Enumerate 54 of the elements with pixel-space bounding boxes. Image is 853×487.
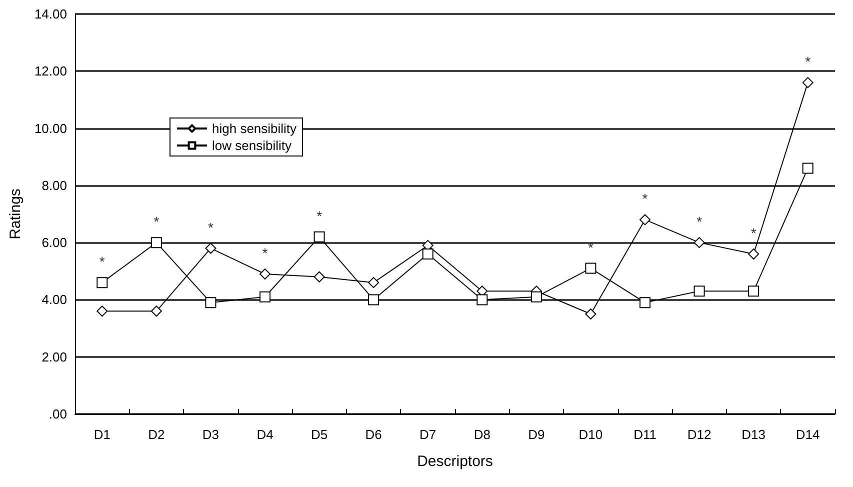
point xyxy=(260,268,270,280)
x-tick-label: D9 xyxy=(528,427,545,442)
legend-label: high sensibility xyxy=(212,121,298,136)
x-tick-label: D1 xyxy=(94,427,110,442)
point xyxy=(748,248,760,260)
annotation: * xyxy=(805,54,812,70)
annotation: * xyxy=(588,239,594,256)
x-tick-label: D12 xyxy=(687,427,712,442)
point xyxy=(96,277,108,288)
legend-label: low sensibility xyxy=(212,138,292,153)
point xyxy=(368,294,380,306)
x-tick-label: D4 xyxy=(256,427,274,442)
y-tick-label: .00 xyxy=(48,406,67,422)
x-tick-label: D13 xyxy=(742,427,766,442)
y-tick-label: 14.00 xyxy=(34,6,67,22)
x-tick-label: D7 xyxy=(420,427,436,442)
x-tick-label: D3 xyxy=(202,427,220,442)
point xyxy=(530,291,542,302)
point xyxy=(205,242,216,254)
annotation: * xyxy=(262,245,268,261)
y-tick-label: 12.00 xyxy=(34,64,67,79)
y-tick-label: 8.00 xyxy=(42,178,67,193)
y-tick-label: 2.00 xyxy=(42,349,67,364)
annotation: * xyxy=(750,225,757,241)
point xyxy=(694,286,705,297)
point xyxy=(585,262,596,274)
point xyxy=(422,248,434,260)
annotation: * xyxy=(208,219,214,236)
y-tick-label: 6.00 xyxy=(42,235,67,250)
point xyxy=(260,291,270,302)
x-axis-title: Descriptors xyxy=(417,453,493,470)
x-tick-label: D5 xyxy=(310,427,328,442)
annotation: * xyxy=(642,190,648,207)
y-tick-label: 10.00 xyxy=(34,120,67,136)
x-tick-label: D11 xyxy=(634,427,656,442)
point xyxy=(748,286,760,297)
x-tick-label: D2 xyxy=(148,427,165,442)
point xyxy=(802,162,814,174)
y-tick-label: 4.00 xyxy=(42,292,67,308)
annotation: * xyxy=(316,208,323,224)
annotation: * xyxy=(99,254,106,270)
annotation: * xyxy=(696,214,703,230)
y-axis-title: Ratings xyxy=(7,188,24,240)
x-tick-label: D6 xyxy=(365,427,382,442)
point xyxy=(150,237,162,248)
point xyxy=(205,297,216,308)
point xyxy=(314,231,325,242)
x-tick-label: D14 xyxy=(796,427,820,442)
x-tick-label: D10 xyxy=(578,427,603,442)
point xyxy=(476,294,488,306)
x-tick-label: D8 xyxy=(474,427,490,442)
point xyxy=(314,271,325,282)
annotation: * xyxy=(154,214,160,230)
point xyxy=(640,297,650,308)
